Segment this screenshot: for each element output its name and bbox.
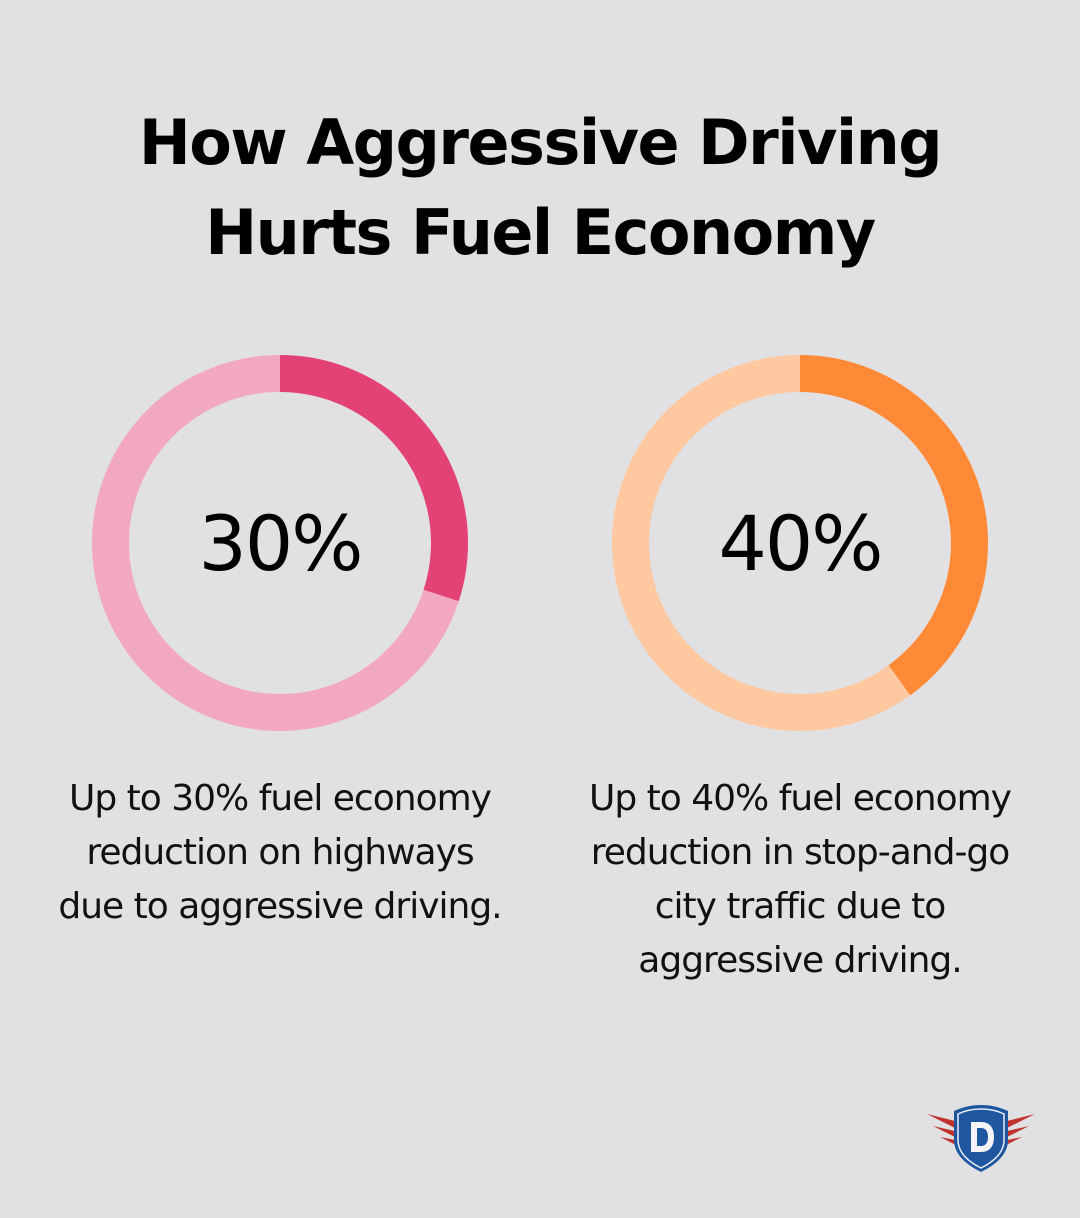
title-line-1: How Aggressive Driving xyxy=(138,106,943,179)
caption-line: Up to 30% fuel economy xyxy=(69,778,492,819)
caption-highway: Up to 30% fuel economy reduction on high… xyxy=(20,772,540,934)
caption-line: Up to 40% fuel economy xyxy=(589,778,1012,819)
donut-filled-arc xyxy=(92,355,468,731)
donut-ring xyxy=(92,355,468,731)
donut-chart-city: 40% xyxy=(610,353,990,733)
donut-chart-highway: 30% xyxy=(90,353,470,733)
caption-line: aggressive driving. xyxy=(638,940,962,981)
shield-wings-d-logo-icon xyxy=(925,1102,1037,1174)
page-title: How Aggressive Driving Hurts Fuel Econom… xyxy=(0,98,1080,278)
caption-city: Up to 40% fuel economy reduction in stop… xyxy=(540,772,1060,988)
donut-value-label: 30% xyxy=(198,498,364,588)
caption-line: city traffic due to xyxy=(654,886,947,927)
donut-value-label: 40% xyxy=(718,498,884,588)
caption-line: reduction in stop-and-go xyxy=(590,832,1011,873)
caption-line: reduction on highways xyxy=(86,832,474,873)
title-line-2: Hurts Fuel Economy xyxy=(205,196,876,269)
donut-ring xyxy=(612,355,988,731)
caption-line: due to aggressive driving. xyxy=(58,886,502,927)
donut-filled-arc xyxy=(612,355,988,731)
